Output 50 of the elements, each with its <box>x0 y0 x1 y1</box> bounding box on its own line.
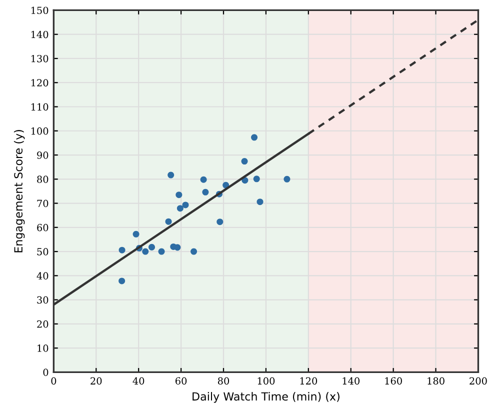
y-tick-label: 20 <box>37 320 48 328</box>
point <box>190 248 198 255</box>
x-tick-label: 140 <box>342 377 360 385</box>
x-tick-label: 60 <box>176 377 187 385</box>
point <box>284 176 290 182</box>
x-tick-label: 120 <box>300 377 318 385</box>
point <box>168 172 174 178</box>
y-tick-label: 110 <box>31 103 48 111</box>
y-tick-label: 120 <box>31 79 48 86</box>
y-tick-label: 130 <box>31 54 48 62</box>
point <box>176 192 182 198</box>
point <box>256 198 264 206</box>
point <box>251 134 258 141</box>
point <box>182 202 189 208</box>
point <box>174 244 181 251</box>
y-tick-label: 150 <box>31 6 48 14</box>
x-tick-label: 160 <box>385 377 402 385</box>
point <box>216 218 224 226</box>
y-axis-title: Engagement Score (y) <box>14 130 25 252</box>
y-tick-label: 30 <box>37 296 48 304</box>
x-tick-label: 0 <box>51 377 56 385</box>
point <box>165 218 172 225</box>
y-tick-label: 80 <box>37 176 48 183</box>
y-tick-label: 70 <box>37 200 48 208</box>
y-tick-label: 100 <box>31 127 48 135</box>
x-tick-label: 80 <box>218 377 230 385</box>
y-tick-label: 10 <box>38 344 48 352</box>
point <box>132 230 140 238</box>
x-tick-label: 40 <box>132 377 144 385</box>
point <box>176 205 184 212</box>
y-tick-label: 90 <box>37 151 48 159</box>
point <box>142 248 149 255</box>
point <box>241 158 248 165</box>
point <box>158 248 165 255</box>
x-tick-label: 180 <box>428 377 444 385</box>
y-tick-label: 40 <box>36 272 48 280</box>
point <box>148 244 156 250</box>
point <box>118 278 126 284</box>
y-tick-label: 140 <box>31 30 48 38</box>
point <box>118 246 126 254</box>
y-tick-label: 0 <box>43 368 48 376</box>
x-tick-label: 200 <box>470 377 487 385</box>
x-tick-label: 20 <box>90 377 102 385</box>
point <box>200 176 207 183</box>
x-tick-label: 100 <box>258 377 275 385</box>
point <box>202 188 209 196</box>
y-tick-label: 50 <box>37 248 48 256</box>
x-axis-title: Daily Watch Time (min) (x) <box>192 392 340 403</box>
y-tick-label: 60 <box>37 224 48 232</box>
point <box>253 176 260 182</box>
